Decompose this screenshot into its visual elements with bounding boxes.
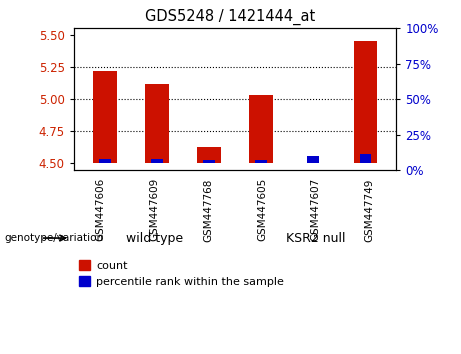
Bar bbox=[99, 159, 111, 164]
Bar bbox=[197, 147, 221, 164]
Text: GDS5248 / 1421444_at: GDS5248 / 1421444_at bbox=[145, 9, 316, 25]
Text: GSM447605: GSM447605 bbox=[257, 178, 267, 241]
Bar bbox=[203, 160, 215, 164]
Legend: count, percentile rank within the sample: count, percentile rank within the sample bbox=[79, 261, 284, 287]
Bar bbox=[354, 41, 377, 164]
Bar bbox=[145, 84, 169, 164]
Bar bbox=[301, 163, 325, 164]
Bar bbox=[249, 95, 273, 164]
Bar bbox=[151, 159, 163, 164]
Text: GSM447607: GSM447607 bbox=[311, 178, 321, 241]
Text: GSM447768: GSM447768 bbox=[203, 178, 213, 241]
Bar bbox=[255, 160, 267, 164]
Text: GSM447749: GSM447749 bbox=[365, 178, 375, 241]
Text: genotype/variation: genotype/variation bbox=[5, 233, 104, 243]
Text: KSR2 null: KSR2 null bbox=[286, 232, 346, 245]
Bar bbox=[93, 71, 117, 164]
Bar bbox=[360, 154, 371, 164]
Text: GSM447606: GSM447606 bbox=[95, 178, 106, 241]
Text: wild type: wild type bbox=[126, 232, 183, 245]
Bar bbox=[307, 156, 319, 164]
Text: GSM447609: GSM447609 bbox=[149, 178, 160, 241]
